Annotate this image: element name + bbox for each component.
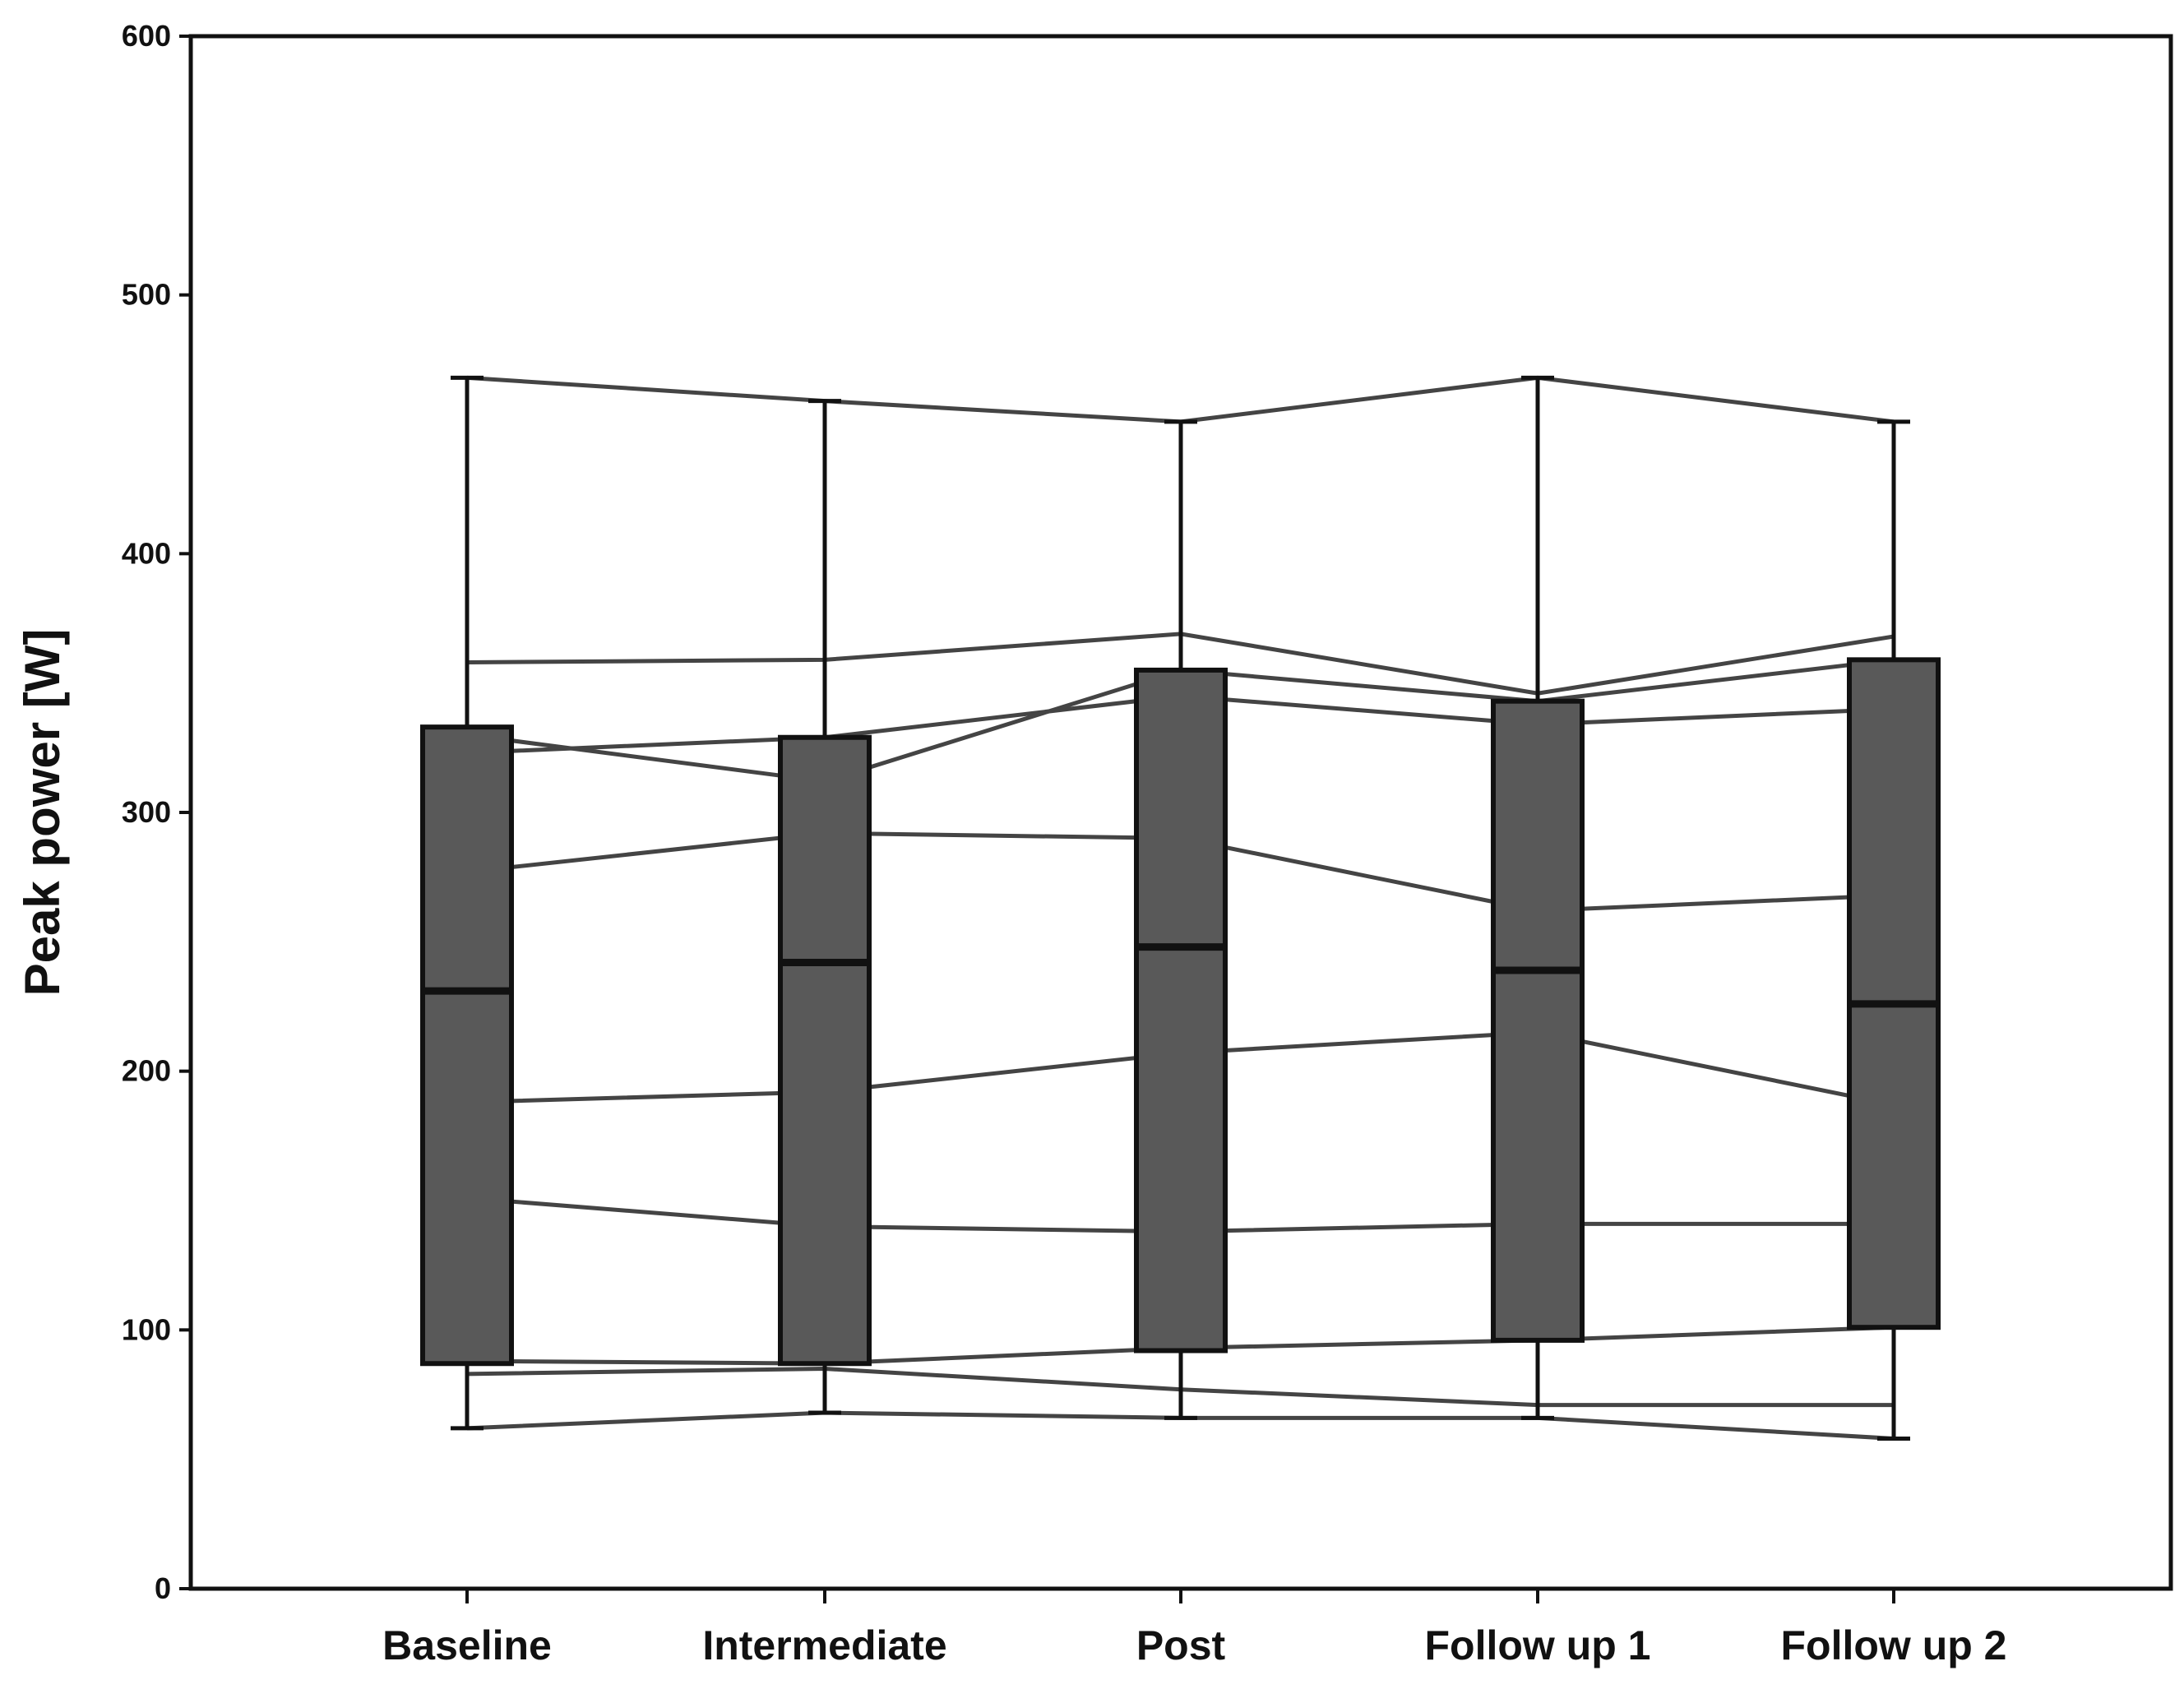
boxes [420,657,1941,1367]
y-tick-label: 100 [122,1312,171,1346]
box [1847,657,1941,1330]
box [1134,667,1228,1354]
y-tick-label: 500 [122,278,171,312]
box [420,724,514,1367]
whiskers [451,375,1910,1441]
box [1491,698,1585,1343]
x-category-label: Intermediate [702,1622,946,1668]
y-tick-label: 200 [122,1054,171,1088]
x-category-label: Post [1136,1622,1226,1668]
y-tick-label: 600 [122,19,171,53]
y-axis: 0 100 200 300 400 500 600 [122,19,191,1605]
y-axis-title: Peak power [W] [15,629,70,997]
x-category-label: Follow up 1 [1425,1622,1651,1668]
x-category-label: Baseline [382,1622,552,1668]
box [778,734,872,1367]
x-axis: Baseline Intermediate Post Follow up 1 Follo… [382,1589,2006,1668]
y-tick-label: 300 [122,795,171,829]
x-category-label: Follow up 2 [1781,1622,2007,1668]
y-tick-label: 0 [155,1571,171,1605]
y-tick-label: 400 [122,536,171,570]
